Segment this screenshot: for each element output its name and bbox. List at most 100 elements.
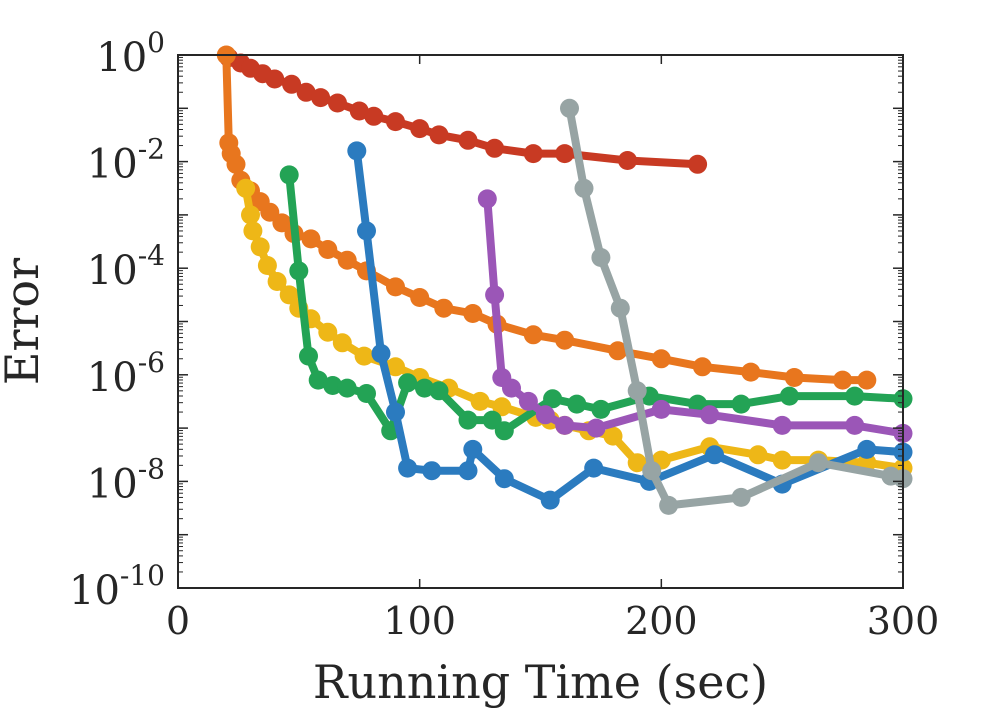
data-point-gray xyxy=(808,453,828,473)
data-point-green xyxy=(308,370,328,390)
data-point-green xyxy=(323,376,343,395)
data-point-purple xyxy=(586,418,606,438)
data-point-purple xyxy=(772,415,792,435)
data-point-purple xyxy=(485,285,505,305)
data-point-orange xyxy=(523,325,543,345)
data-point-green xyxy=(845,386,865,406)
data-point-red xyxy=(458,130,478,150)
data-point-purple xyxy=(700,405,720,425)
y-tick-label: 100 xyxy=(96,26,165,81)
data-point-red xyxy=(386,112,405,132)
data-point-red xyxy=(282,74,302,94)
data-point-orange xyxy=(337,250,357,270)
data-point-blue xyxy=(422,461,442,481)
series-yellow xyxy=(236,178,913,478)
data-point-blue xyxy=(857,439,877,459)
data-point-gray xyxy=(574,178,594,198)
data-point-gray xyxy=(591,248,611,267)
data-point-blue xyxy=(371,344,391,363)
data-point-green xyxy=(337,378,357,398)
data-point-yellow xyxy=(318,322,338,342)
data-point-yellow xyxy=(236,178,256,198)
series-line-blue xyxy=(352,146,907,505)
y-tick-label: 10-6 xyxy=(87,346,165,401)
data-point-gray xyxy=(642,461,662,481)
data-point-blue xyxy=(494,469,514,489)
series-line-green xyxy=(285,170,907,435)
data-point-orange xyxy=(301,229,321,249)
data-point-purple xyxy=(477,189,497,209)
data-point-orange xyxy=(555,330,575,350)
y-axis-label: Error xyxy=(0,258,49,385)
x-tick-label: 300 xyxy=(867,599,940,643)
data-point-blue xyxy=(705,445,724,465)
y-tick-label: 10-2 xyxy=(87,133,165,188)
data-point-blue xyxy=(347,141,367,161)
data-point-blue xyxy=(357,221,376,241)
data-point-yellow xyxy=(267,272,287,291)
data-point-gray xyxy=(659,495,679,515)
data-point-green xyxy=(543,389,563,409)
data-point-yellow xyxy=(492,397,512,417)
data-point-yellow xyxy=(627,453,647,473)
data-point-yellow xyxy=(386,357,405,377)
data-point-purple xyxy=(518,391,538,411)
data-point-red xyxy=(555,144,575,164)
data-point-orange xyxy=(608,341,628,361)
data-point-red xyxy=(265,69,285,89)
data-point-blue xyxy=(398,458,418,478)
data-point-orange xyxy=(226,154,246,174)
data-point-blue xyxy=(458,461,478,481)
data-point-orange xyxy=(318,240,338,259)
data-point-purple xyxy=(845,415,865,435)
data-point-orange xyxy=(784,368,804,387)
data-point-orange xyxy=(833,370,853,390)
y-tick-label: 10-8 xyxy=(87,452,165,507)
data-point-orange xyxy=(386,277,405,297)
data-point-yellow xyxy=(257,256,277,275)
data-point-purple xyxy=(651,399,671,419)
data-point-green xyxy=(494,421,514,441)
data-point-purple xyxy=(555,415,575,435)
data-point-green xyxy=(289,261,309,281)
data-point-orange xyxy=(741,362,761,382)
data-point-red xyxy=(296,82,316,102)
data-point-yellow xyxy=(243,221,263,241)
data-point-yellow xyxy=(241,205,260,225)
data-point-green xyxy=(779,386,799,406)
y-tick-label: 10-10 xyxy=(69,559,165,614)
data-point-yellow xyxy=(748,445,768,465)
data-point-gray xyxy=(731,487,751,507)
series-red xyxy=(219,48,708,174)
series-blue xyxy=(347,141,913,510)
data-point-red xyxy=(364,106,384,126)
data-point-yellow xyxy=(279,285,299,305)
x-axis-label: Running Time (sec) xyxy=(313,655,768,709)
data-point-green xyxy=(299,346,318,366)
data-point-red xyxy=(328,93,347,113)
data-point-red xyxy=(618,151,637,170)
x-tick-label: 200 xyxy=(625,599,698,643)
data-point-red xyxy=(410,119,430,139)
data-point-green xyxy=(357,384,376,403)
data-point-yellow xyxy=(250,237,270,257)
data-point-green xyxy=(398,373,418,393)
data-point-purple xyxy=(502,378,521,398)
data-point-green xyxy=(567,394,587,414)
data-point-orange xyxy=(410,288,430,307)
data-point-green xyxy=(429,381,449,401)
x-tick-label: 0 xyxy=(166,599,190,643)
data-point-orange xyxy=(692,357,712,377)
data-point-green xyxy=(279,165,299,185)
data-point-blue xyxy=(463,439,483,459)
data-point-purple xyxy=(535,405,555,425)
data-point-blue xyxy=(584,458,604,478)
series-gray xyxy=(560,98,913,515)
data-point-green xyxy=(415,378,434,398)
data-point-red xyxy=(485,138,505,158)
data-point-red xyxy=(429,125,449,145)
data-point-blue xyxy=(386,402,405,422)
data-point-green xyxy=(458,410,478,430)
data-point-red xyxy=(311,88,331,108)
data-point-yellow xyxy=(354,346,374,366)
